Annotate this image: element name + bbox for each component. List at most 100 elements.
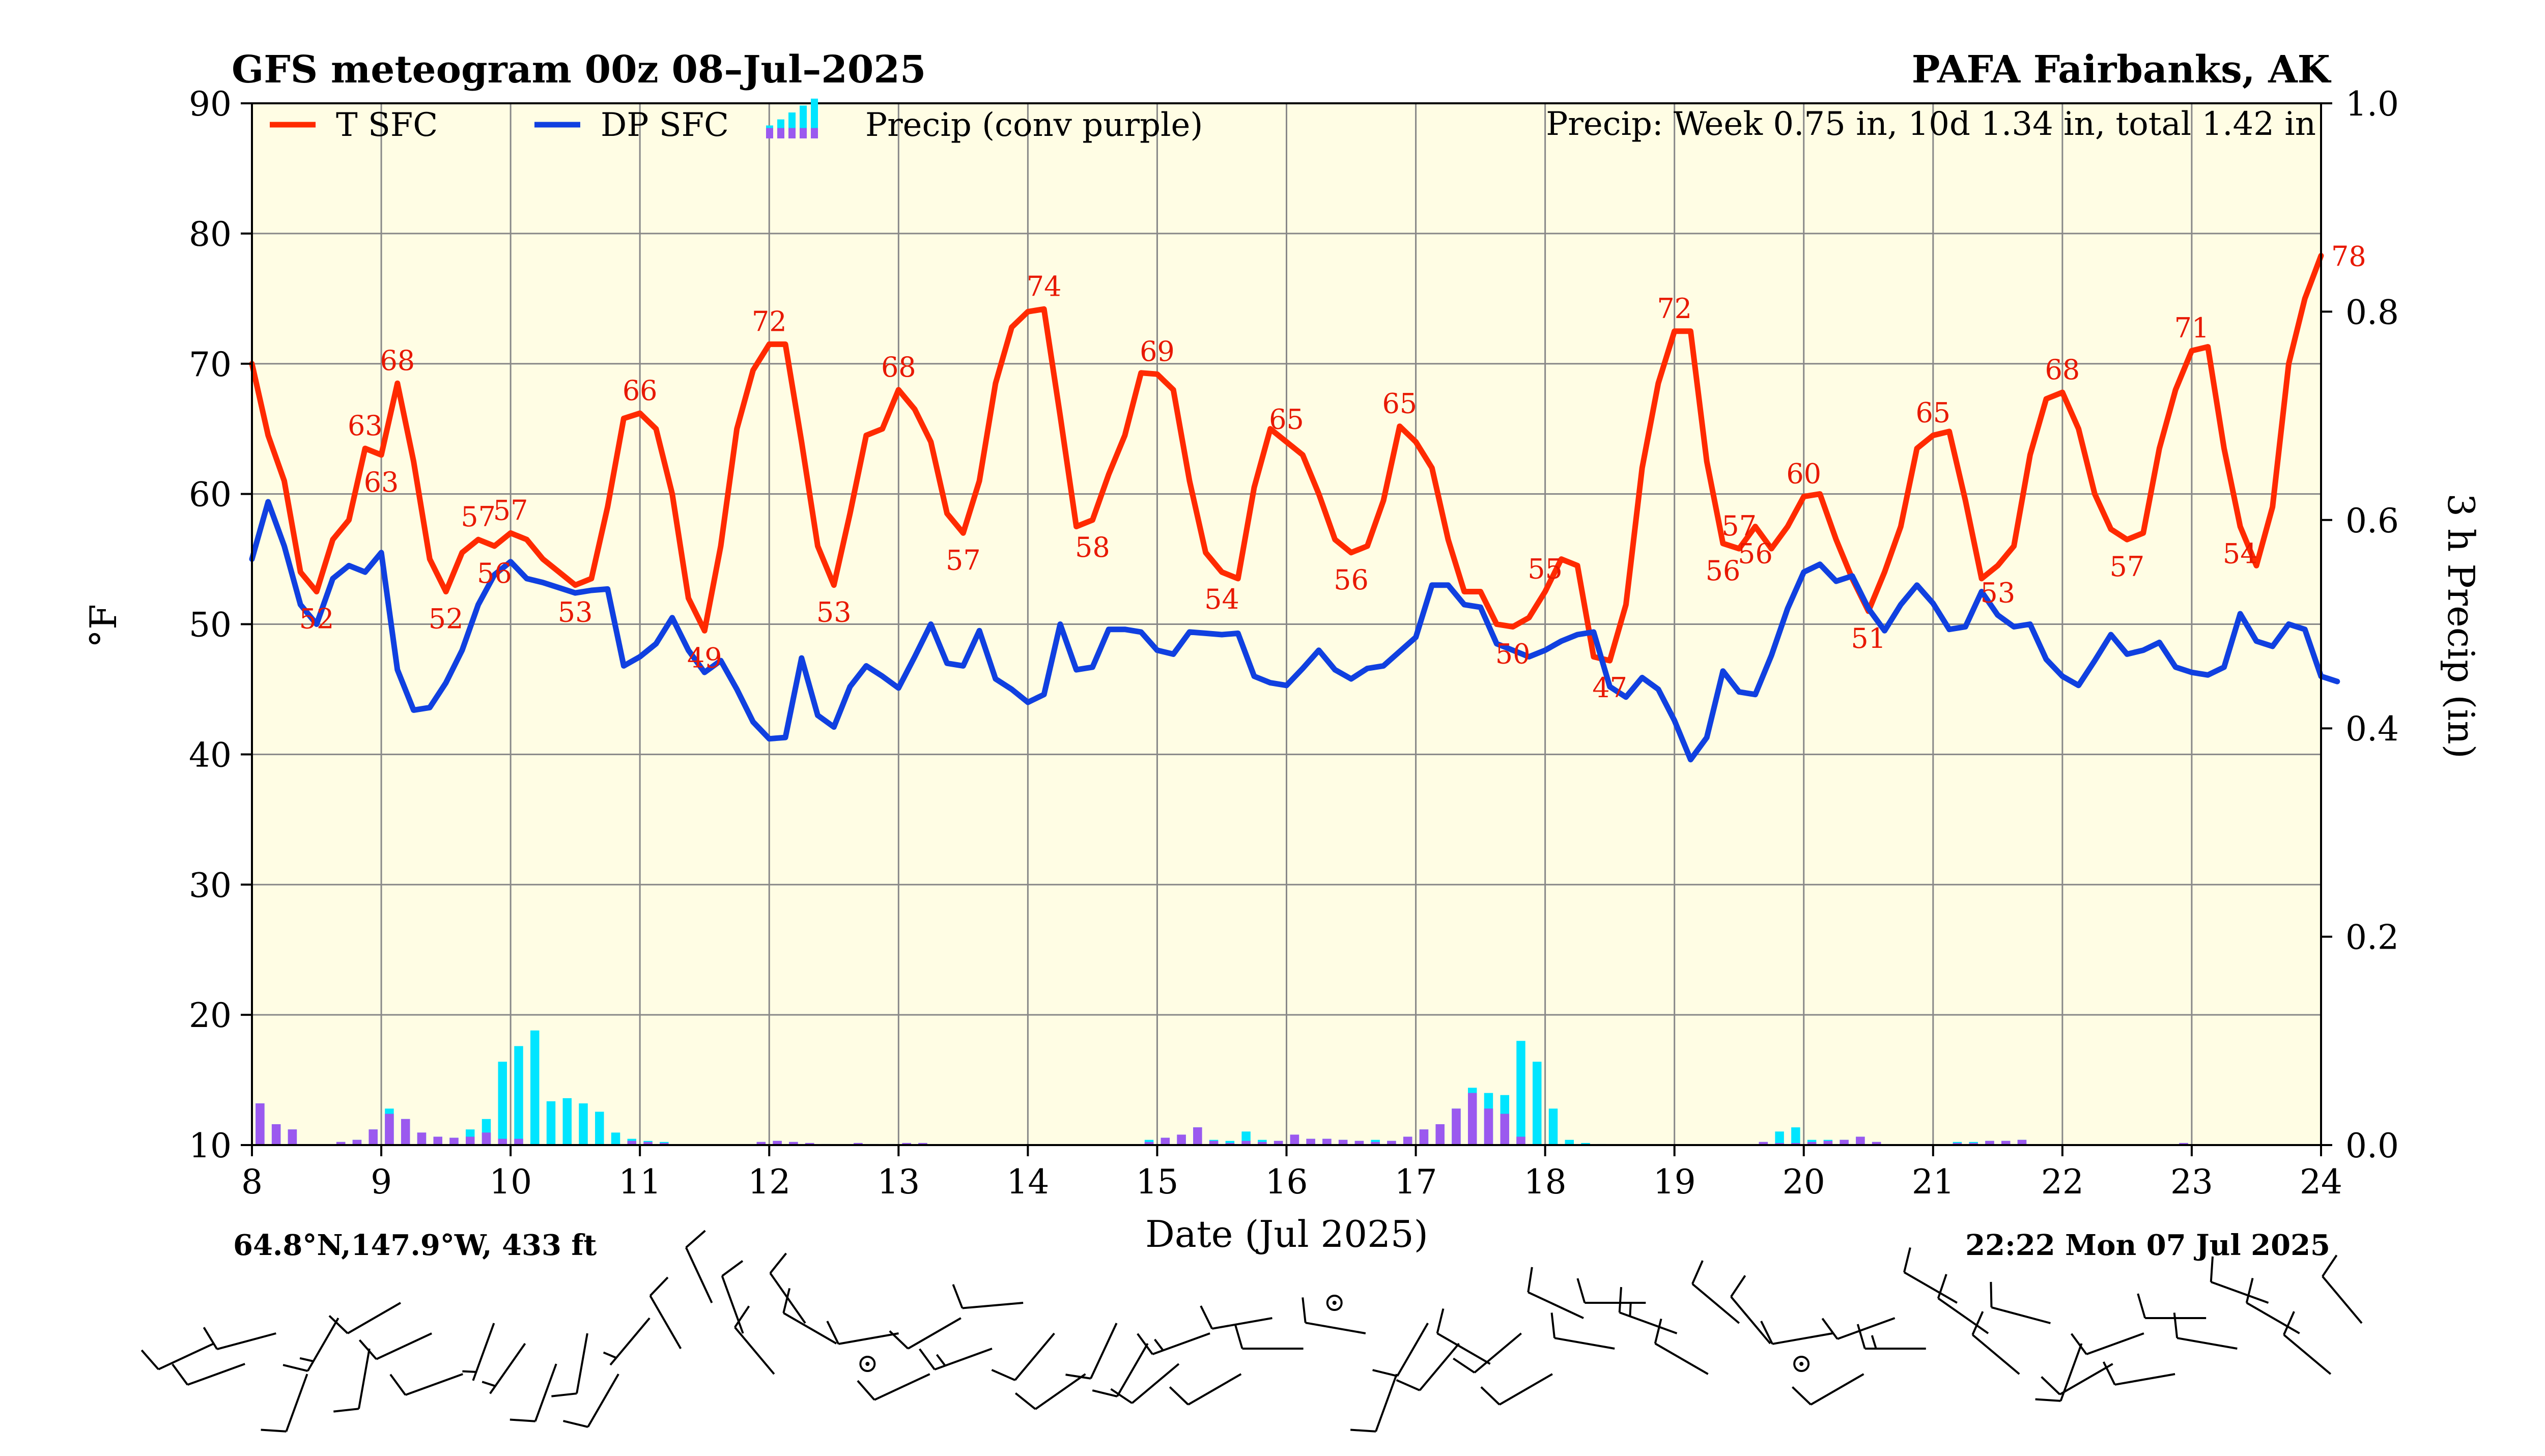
precip-bar-conv — [256, 1103, 265, 1145]
wind-barb — [328, 1302, 401, 1334]
precip-bar-conv — [627, 1140, 637, 1145]
precip-bar-conv — [1500, 1114, 1509, 1145]
temperature-point-label: 49 — [687, 642, 722, 674]
wind-barb — [1937, 1274, 1989, 1334]
wind-barb — [563, 1374, 619, 1428]
precip-bar-total — [1533, 1062, 1542, 1145]
wind-barb — [1527, 1267, 1584, 1319]
wind-barb-flag — [1110, 1388, 1133, 1404]
precip-bar-conv — [1969, 1143, 1978, 1145]
station-location: 64.8°N,147.9°W, 433 ft — [233, 1229, 597, 1262]
precip-bar-conv — [352, 1139, 362, 1145]
temperature-point-label: 57 — [461, 501, 496, 533]
y2-tick-label: 0.0 — [2345, 1126, 2399, 1165]
wind-barb-staff — [1528, 1291, 1584, 1319]
wind-barb — [172, 1363, 245, 1386]
precip-bar-conv — [789, 1141, 798, 1145]
wind-barb — [140, 1343, 214, 1371]
precip-bar-total — [1516, 1041, 1525, 1145]
wind-barb — [1110, 1363, 1180, 1404]
wind-barb-flag — [1372, 1369, 1398, 1377]
precip-bar-conv — [288, 1129, 297, 1145]
wind-barb — [826, 1321, 899, 1345]
chart-title: GFS meteogram 00z 08–Jul–2025 — [232, 48, 926, 92]
precip-bar-conv — [1161, 1137, 1170, 1145]
wind-barb-flag — [734, 1305, 750, 1328]
temperature-point-label: 55 — [1528, 553, 1563, 585]
precip-bar-conv — [1484, 1108, 1493, 1145]
temperature-point-label: 65 — [1382, 388, 1417, 420]
wind-barb — [952, 1284, 1024, 1309]
wind-barb — [1092, 1343, 1149, 1397]
wind-barb-flag — [563, 1420, 588, 1428]
wind-barb-staff — [534, 1363, 557, 1422]
temperature-point-label: 47 — [1592, 672, 1627, 704]
precip-bar-conv — [1419, 1129, 1429, 1145]
precip-bar-conv — [1177, 1134, 1186, 1145]
wind-barb-flag — [261, 1429, 287, 1433]
wind-barb-flag — [140, 1349, 159, 1371]
wind-barb — [685, 1230, 713, 1303]
precip-summary: Precip: Week 0.75 in, 10d 1.34 in, total… — [1546, 105, 2316, 143]
wind-barb-staff — [609, 1317, 651, 1366]
precip-bar-total — [562, 1098, 572, 1145]
precip-bar-total — [1581, 1143, 1590, 1145]
wind-barb-flag — [2102, 1361, 2116, 1385]
wind-barb-flag — [2322, 1254, 2338, 1277]
temperature-point-label: 57 — [1721, 510, 1757, 542]
wind-barb — [389, 1373, 463, 1396]
precip-bar-total — [1775, 1131, 1784, 1145]
wind-barb — [2070, 1332, 2144, 1355]
wind-barb — [1453, 1332, 1522, 1374]
wind-barb-flag — [782, 1288, 791, 1314]
precip-bar-conv — [1322, 1138, 1332, 1145]
temperature-line — [249, 252, 2324, 664]
precip-bar-conv — [1209, 1140, 1219, 1145]
wind-barb — [2102, 1361, 2175, 1386]
wind-barb-staff — [1654, 1343, 1709, 1375]
legend-precip-conv-swatch — [788, 128, 796, 138]
wind-barb-staff — [1436, 1332, 1491, 1365]
temperature-point-label: 58 — [1075, 531, 1110, 563]
wind-barb-flag — [952, 1284, 964, 1309]
wind-barb-flag — [1821, 1318, 1839, 1340]
wind-barb-staff — [285, 1374, 308, 1432]
y2-tick-label: 0.2 — [2345, 918, 2399, 957]
x-tick-label: 12 — [748, 1162, 790, 1202]
wind-barb-staff — [2086, 1332, 2144, 1355]
wind-barb-staff — [1090, 1323, 1118, 1379]
precip-bar-conv — [1193, 1127, 1202, 1145]
precip-bar-conv — [1953, 1143, 1962, 1145]
wind-barb-flag — [889, 1330, 909, 1350]
run-timestamp: 22:22 Mon 07 Jul 2025 — [1965, 1229, 2330, 1262]
precip-bar-conv — [805, 1143, 814, 1145]
wind-barb-flag — [721, 1260, 744, 1277]
precip-bar-total — [579, 1103, 588, 1145]
wind-barb-flag — [1903, 1247, 1911, 1273]
wind-barb — [1990, 1281, 2051, 1324]
precip-bar-conv — [1144, 1141, 1154, 1145]
precip-bar-conv — [449, 1137, 459, 1145]
wind-barb-flag — [2173, 1312, 2179, 1338]
wind-barb-calm — [1793, 1356, 1810, 1372]
precip-bar-conv — [369, 1129, 378, 1145]
temperature-point-label: 51 — [1851, 622, 1886, 654]
wind-barb — [2041, 1363, 2113, 1395]
wind-barb — [203, 1327, 276, 1350]
legend: T SFC DP SFC Precip (conv purple) — [270, 98, 1203, 144]
wind-barb — [2210, 1256, 2269, 1304]
wind-barb-flag — [685, 1230, 706, 1248]
x-tick-label: 11 — [618, 1162, 661, 1202]
wind-barb-staff — [1772, 1332, 1833, 1345]
precip-bar-conv — [1856, 1136, 1865, 1145]
wind-barb-staff — [1187, 1373, 1242, 1406]
wind-barb-staff — [376, 1332, 432, 1360]
wind-barb-staff — [1396, 1323, 1429, 1377]
wind-barb-staff — [1305, 1322, 1366, 1334]
precip-bar-total — [1791, 1127, 1800, 1145]
wind-barb-staff — [2283, 1334, 2332, 1375]
wind-barb-flag — [1792, 1386, 1812, 1406]
wind-barb — [1436, 1308, 1491, 1365]
temperature-point-label: 66 — [623, 375, 658, 407]
